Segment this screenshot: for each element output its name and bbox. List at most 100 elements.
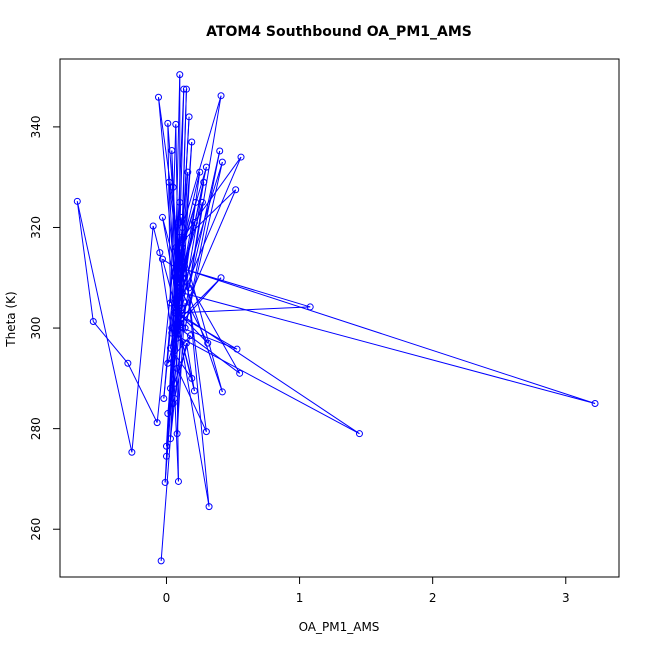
- y-axis-label: Theta (K): [4, 291, 18, 347]
- data-point: [180, 269, 188, 277]
- data-point: [180, 85, 188, 93]
- data-point: [128, 448, 136, 456]
- data-point: [188, 374, 196, 382]
- series-segment: [176, 156, 242, 309]
- data-point: [217, 92, 225, 100]
- series-segment: [127, 363, 158, 423]
- data-point: [89, 318, 97, 326]
- data-point: [162, 452, 170, 460]
- series-segment: [188, 150, 221, 288]
- series-segment: [182, 292, 596, 404]
- series-segment: [171, 332, 360, 435]
- chart-title: ATOM4 Southbound OA_PM1_AMS: [206, 24, 472, 40]
- series-segment: [92, 321, 129, 364]
- data-point: [591, 399, 599, 407]
- data-point: [216, 147, 224, 155]
- data-point: [190, 387, 198, 395]
- series-segment: [181, 247, 223, 393]
- series-segment: [177, 189, 237, 324]
- series-segment: [76, 201, 133, 453]
- data-point: [178, 223, 186, 231]
- data-point: [176, 71, 184, 79]
- data-point: [170, 269, 178, 277]
- data-point: [168, 147, 176, 155]
- series-segment: [178, 312, 360, 435]
- data-point: [180, 259, 188, 267]
- series-segment: [184, 161, 223, 329]
- data-point: [176, 264, 184, 272]
- data-point: [181, 299, 189, 307]
- data-point: [173, 334, 181, 342]
- data-point: [177, 259, 185, 267]
- data-point: [186, 332, 194, 340]
- series-segment: [185, 343, 195, 392]
- y-tick-label: 260: [29, 518, 43, 541]
- data-point: [188, 138, 196, 146]
- data-point: [236, 369, 244, 377]
- data-point: [185, 113, 193, 121]
- data-point: [173, 430, 181, 438]
- data-point: [172, 309, 180, 317]
- series-segment: [177, 141, 193, 324]
- data-point: [232, 186, 240, 194]
- data-point: [200, 178, 208, 186]
- data-point: [176, 198, 184, 206]
- data-point: [168, 329, 176, 337]
- series-segment: [181, 95, 222, 228]
- y-tick-label: 300: [29, 317, 43, 340]
- data-point: [158, 213, 166, 221]
- data-point: [196, 168, 204, 176]
- series-segment: [184, 150, 221, 329]
- series-segment: [162, 259, 181, 324]
- data-point: [169, 183, 177, 191]
- series-segment: [179, 267, 311, 308]
- data-point: [184, 168, 192, 176]
- y-tick-label: 340: [29, 115, 43, 138]
- series-segment: [176, 322, 193, 379]
- data-point: [166, 344, 174, 352]
- data-point: [164, 119, 172, 127]
- series-segment: [183, 222, 195, 273]
- data-point: [162, 442, 170, 450]
- data-point: [233, 345, 241, 353]
- data-point: [174, 477, 182, 485]
- data-point: [161, 478, 169, 486]
- data-point: [306, 303, 314, 311]
- data-point: [198, 198, 206, 206]
- data-point: [170, 394, 178, 402]
- data-point: [205, 503, 213, 511]
- series-segment: [176, 368, 207, 432]
- x-tick-label: 1: [296, 591, 304, 605]
- data-point: [174, 274, 182, 282]
- data-point: [157, 557, 165, 565]
- data-point: [180, 234, 188, 242]
- data-point: [160, 394, 168, 402]
- series-segment: [157, 97, 179, 319]
- x-tick-label: 0: [163, 591, 171, 605]
- data-point: [173, 364, 181, 372]
- data-point: [218, 158, 226, 166]
- series-segment: [76, 201, 94, 322]
- data-point: [153, 419, 161, 427]
- x-tick-label: 2: [429, 591, 437, 605]
- data-point: [181, 324, 189, 332]
- data-point: [169, 399, 177, 407]
- y-axis: 260 280 300 320 340: [29, 115, 61, 541]
- data-point: [176, 254, 184, 262]
- data-point: [164, 410, 172, 418]
- y-tick-label: 280: [29, 417, 43, 440]
- series-segment: [175, 325, 240, 374]
- series-segment: [131, 225, 154, 453]
- data-point: [158, 255, 166, 263]
- data-point: [237, 153, 245, 161]
- data-point: [178, 264, 186, 272]
- data-point: [174, 279, 182, 287]
- data-point: [202, 163, 210, 171]
- data-point: [176, 234, 184, 242]
- data-point: [192, 198, 200, 206]
- data-point: [178, 244, 186, 252]
- data-point: [173, 294, 181, 302]
- data-point: [154, 93, 162, 101]
- data-point: [164, 359, 172, 367]
